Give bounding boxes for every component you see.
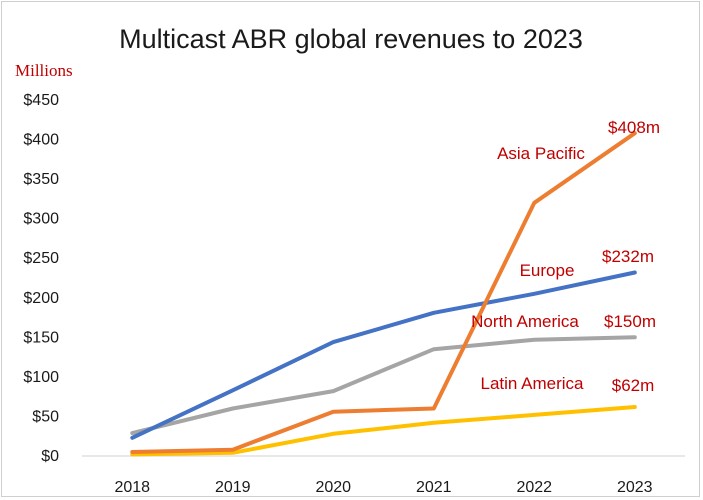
series-end-value-north-america: $150m (604, 312, 656, 331)
y-tick-label: $100 (23, 369, 59, 386)
series-name-latin-america: Latin America (481, 374, 585, 393)
y-tick-label: $450 (23, 92, 59, 109)
series-name-europe: Europe (520, 261, 575, 280)
y-unit-label: Millions (15, 61, 73, 80)
y-tick-label: $300 (23, 211, 59, 228)
series-end-value-asia-pacific: $408m (608, 118, 660, 137)
series-line-europe (130, 270, 637, 440)
x-axis-ticks: 2018 2019 2020 2021 2022 2023 (114, 479, 652, 496)
series-end-value-latin-america: $62m (612, 376, 655, 395)
chart-title: Multicast ABR global revenues to 2023 (119, 24, 583, 54)
series-line-latin-america (130, 405, 637, 457)
series-lines (130, 131, 637, 457)
x-tick-label: 2018 (114, 479, 150, 496)
y-tick-label: $350 (23, 171, 59, 188)
series-line-north-america (130, 335, 637, 436)
series-line-asia-pacific (130, 131, 637, 454)
y-tick-label: $200 (23, 290, 59, 307)
y-axis-ticks: $0 $50 $100 $150 $200 $250 $300 $350 $400 $450 (23, 92, 59, 465)
x-tick-label: 2023 (617, 479, 653, 496)
series-name-north-america: North America (471, 312, 579, 331)
y-tick-label: $0 (41, 448, 59, 465)
x-tick-label: 2022 (516, 479, 552, 496)
series-end-value-europe: $232m (602, 247, 654, 266)
x-tick-label: 2021 (416, 479, 452, 496)
x-tick-label: 2020 (315, 479, 351, 496)
series-labels: Asia Pacific $408m Europe $232m North Americ… (471, 118, 660, 395)
y-tick-label: $400 (23, 132, 59, 149)
x-tick-label: 2019 (215, 479, 251, 496)
y-tick-label: $150 (23, 329, 59, 346)
series-name-asia-pacific: Asia Pacific (497, 144, 585, 163)
y-tick-label: $50 (32, 408, 59, 425)
y-tick-label: $250 (23, 250, 59, 267)
